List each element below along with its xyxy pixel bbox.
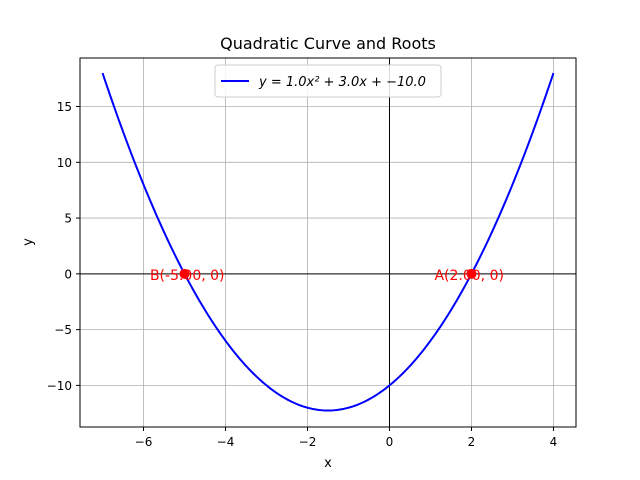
y-tick-label: 10 [57, 156, 72, 170]
root-point-marker [179, 268, 190, 279]
x-tick-label: −6 [135, 435, 153, 449]
x-tick-label: 0 [386, 435, 394, 449]
x-tick-label: 4 [550, 435, 558, 449]
y-tick-label: 5 [64, 212, 72, 226]
root-point-label: B(-5.00, 0) [150, 268, 225, 284]
legend-label: y = 1.0x² + 3.0x + −10.0 [258, 75, 426, 90]
root-point-label: A(2.00, 0) [434, 268, 503, 284]
points-layer: A(2.00, 0) B(-5.00, 0) [150, 268, 504, 284]
y-tick-label: 15 [57, 100, 72, 114]
y-axis-label: y [21, 238, 36, 246]
root-point-marker [466, 268, 477, 279]
chart-title: Quadratic Curve and Roots [220, 34, 436, 53]
series-layer [101, 72, 555, 412]
x-tick-label: −4 [217, 435, 235, 449]
x-ticks: −6 −4 −2 0 2 4 [135, 427, 558, 449]
series-line [101, 72, 555, 412]
plot-frame [79, 57, 577, 428]
legend-box [214, 64, 442, 98]
zero-lines [80, 58, 576, 427]
x-tick-label: 2 [468, 435, 476, 449]
x-tick-label: −2 [299, 435, 317, 449]
y-tick-label: 0 [64, 267, 72, 281]
y-tick-label: −10 [47, 379, 72, 393]
legend: y = 1.0x² + 3.0x + −10.0 [214, 64, 442, 98]
y-tick-label: −5 [54, 323, 72, 337]
x-axis-label: x [324, 456, 332, 471]
y-ticks: −10 −5 0 5 10 15 [47, 100, 80, 393]
